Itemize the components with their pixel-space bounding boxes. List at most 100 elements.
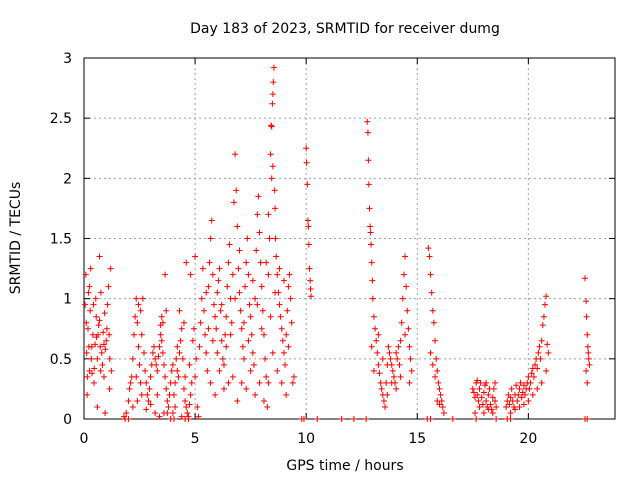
data-point xyxy=(259,307,266,314)
data-point xyxy=(100,329,107,336)
data-point xyxy=(94,331,101,338)
data-point xyxy=(86,283,93,290)
data-point xyxy=(543,367,550,374)
data-point xyxy=(582,275,589,282)
data-point xyxy=(256,229,263,236)
y-tick-label: 1.5 xyxy=(50,232,72,248)
data-point xyxy=(545,349,552,356)
data-point xyxy=(516,385,523,392)
data-point xyxy=(476,385,483,392)
data-point xyxy=(303,145,310,152)
data-point xyxy=(269,349,276,356)
data-point xyxy=(223,313,230,320)
data-point xyxy=(223,343,230,350)
data-point xyxy=(105,283,112,290)
data-point xyxy=(513,382,520,389)
data-point xyxy=(272,205,279,212)
data-point xyxy=(267,151,274,158)
data-point xyxy=(249,349,256,356)
data-point xyxy=(493,416,500,422)
data-point xyxy=(83,349,90,356)
chart-title: Day 183 of 2023, SRMTID for receiver dum… xyxy=(190,21,500,37)
data-point xyxy=(475,397,482,404)
data-point xyxy=(430,319,437,326)
data-point xyxy=(246,301,253,308)
data-point xyxy=(383,379,390,386)
data-point xyxy=(373,337,380,344)
data-point xyxy=(133,373,140,380)
data-point xyxy=(367,223,374,230)
data-point xyxy=(192,253,199,260)
data-point xyxy=(375,331,382,338)
data-point xyxy=(370,313,377,320)
data-point xyxy=(104,301,111,308)
data-point xyxy=(429,361,436,368)
data-point xyxy=(375,361,382,368)
data-point xyxy=(586,361,593,368)
data-point xyxy=(433,355,440,362)
data-point xyxy=(215,277,222,284)
data-point xyxy=(205,325,212,332)
data-point xyxy=(143,379,150,386)
y-tick-label: 0 xyxy=(63,412,72,428)
data-point xyxy=(235,265,242,272)
data-point xyxy=(101,310,108,317)
data-point xyxy=(234,397,241,404)
data-point xyxy=(406,379,413,386)
data-point xyxy=(520,382,527,389)
data-point xyxy=(284,307,291,314)
data-point xyxy=(473,416,480,422)
data-point xyxy=(365,181,372,188)
data-point xyxy=(94,403,101,410)
data-point xyxy=(83,319,90,326)
data-point xyxy=(377,379,384,386)
data-point xyxy=(504,397,511,404)
data-point xyxy=(427,271,434,278)
data-point xyxy=(244,235,251,242)
data-point xyxy=(84,325,91,332)
data-point xyxy=(270,64,277,71)
data-point xyxy=(258,283,265,290)
data-point xyxy=(534,365,541,372)
data-point xyxy=(187,271,194,278)
data-point xyxy=(530,373,537,380)
data-point xyxy=(506,401,513,408)
data-point xyxy=(364,118,371,125)
data-point xyxy=(240,355,247,362)
data-point xyxy=(207,235,214,242)
data-point xyxy=(478,394,485,401)
data-point xyxy=(368,343,375,350)
data-point xyxy=(209,337,216,344)
data-point xyxy=(136,361,143,368)
axis-ticks xyxy=(83,57,615,420)
data-point xyxy=(382,403,389,410)
data-point xyxy=(366,205,373,212)
data-point xyxy=(147,401,154,408)
data-point xyxy=(219,355,226,362)
data-point xyxy=(280,277,287,284)
data-point xyxy=(185,416,192,422)
data-point xyxy=(134,319,141,326)
data-point xyxy=(84,373,91,380)
data-point xyxy=(199,265,206,272)
data-point xyxy=(493,403,500,410)
data-point xyxy=(84,391,91,398)
data-point xyxy=(92,295,99,302)
data-point xyxy=(485,406,492,413)
data-point xyxy=(135,343,142,350)
data-point xyxy=(152,355,159,362)
data-point xyxy=(432,337,439,344)
data-point xyxy=(250,361,257,368)
data-point xyxy=(492,379,499,386)
data-point xyxy=(507,409,514,416)
data-point xyxy=(176,307,183,314)
data-point xyxy=(583,298,590,305)
data-point xyxy=(159,349,166,356)
data-point xyxy=(367,229,374,236)
data-point xyxy=(272,289,279,296)
data-point xyxy=(365,157,372,164)
data-point xyxy=(508,385,515,392)
data-point xyxy=(174,343,181,350)
data-point xyxy=(160,361,167,368)
